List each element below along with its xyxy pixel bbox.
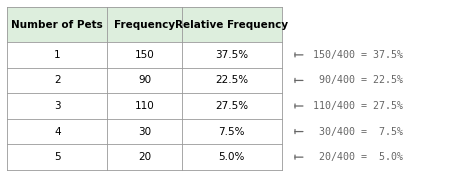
Bar <box>7 42 282 68</box>
Bar <box>7 119 282 144</box>
Text: 1: 1 <box>54 50 61 60</box>
Text: 5: 5 <box>54 152 61 162</box>
Text: 150: 150 <box>135 50 155 60</box>
Text: 22.5%: 22.5% <box>215 75 248 85</box>
Text: Frequency: Frequency <box>114 20 175 30</box>
Text: 37.5%: 37.5% <box>215 50 248 60</box>
Text: 3: 3 <box>54 101 61 111</box>
Text: 30: 30 <box>138 127 151 137</box>
Bar <box>7 7 282 42</box>
Text: 30/400 =  7.5%: 30/400 = 7.5% <box>313 127 403 137</box>
Text: 7.5%: 7.5% <box>219 127 245 137</box>
Text: 4: 4 <box>54 127 61 137</box>
Bar <box>7 144 282 170</box>
Text: Relative Frequency: Relative Frequency <box>175 20 288 30</box>
Text: 27.5%: 27.5% <box>215 101 248 111</box>
Text: 150/400 = 37.5%: 150/400 = 37.5% <box>313 50 403 60</box>
Text: 90/400 = 22.5%: 90/400 = 22.5% <box>313 75 403 85</box>
Text: 90: 90 <box>138 75 151 85</box>
Text: Number of Pets: Number of Pets <box>11 20 103 30</box>
Bar <box>7 68 282 93</box>
Text: 110/400 = 27.5%: 110/400 = 27.5% <box>313 101 403 111</box>
Text: 2: 2 <box>54 75 61 85</box>
Text: 110: 110 <box>135 101 155 111</box>
Text: 20/400 =  5.0%: 20/400 = 5.0% <box>313 152 403 162</box>
Bar <box>7 93 282 119</box>
Text: 5.0%: 5.0% <box>219 152 245 162</box>
Text: 20: 20 <box>138 152 151 162</box>
